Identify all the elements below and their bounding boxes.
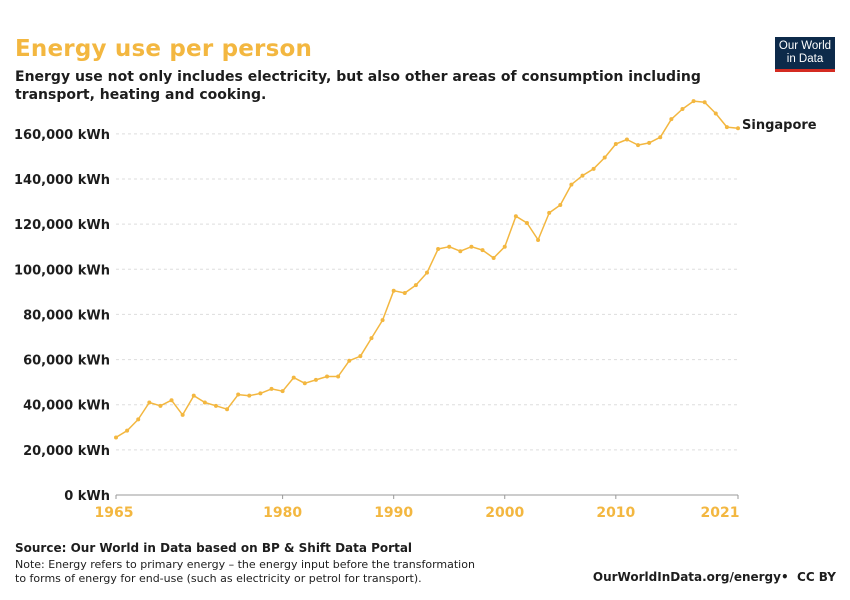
data-point[interactable] — [513, 214, 518, 219]
y-tick-label: 140,000 kWh — [14, 173, 110, 188]
y-tick-label: 0 kWh — [64, 489, 110, 504]
data-point[interactable] — [480, 248, 485, 253]
data-point[interactable] — [380, 318, 385, 323]
data-point[interactable] — [280, 389, 285, 394]
data-point[interactable] — [358, 354, 363, 359]
data-point[interactable] — [391, 288, 396, 293]
data-point[interactable] — [236, 392, 241, 397]
data-point[interactable] — [136, 417, 141, 422]
data-point[interactable] — [425, 270, 429, 275]
data-point[interactable] — [702, 100, 707, 105]
data-point[interactable] — [180, 412, 185, 417]
data-point[interactable] — [347, 358, 352, 363]
logo-line-2: in Data — [786, 53, 824, 65]
data-point[interactable] — [269, 386, 274, 391]
data-point[interactable] — [658, 135, 663, 140]
data-point[interactable] — [736, 126, 740, 131]
data-point[interactable] — [147, 400, 152, 405]
logo-line-1: Our World — [778, 40, 832, 52]
series-label[interactable]: Singapore — [742, 118, 817, 133]
data-point[interactable] — [624, 137, 629, 142]
source-text: Source: Our World in Data based on BP & … — [15, 541, 413, 555]
data-point[interactable] — [413, 283, 418, 288]
x-tick-label: 1990 — [374, 505, 413, 521]
data-point[interactable] — [402, 290, 407, 295]
note-text: Note: Energy refers to primary energy – … — [15, 558, 475, 585]
y-tick-label: 20,000 kWh — [23, 444, 110, 459]
credit-url[interactable]: OurWorldInData.org/energy — [592, 570, 781, 584]
x-tick-label: 1965 — [95, 505, 134, 521]
data-point[interactable] — [125, 428, 130, 433]
data-point[interactable] — [158, 403, 163, 408]
data-point[interactable] — [247, 393, 252, 398]
data-point[interactable] — [591, 166, 596, 171]
data-point[interactable] — [558, 202, 563, 207]
y-axis-ticks: 0 kWh 20,000 kWh 40,000 kWh 60,000 kWh 80,00… — [14, 128, 110, 504]
credit-line: OurWorldInData.org/energy• CC BY — [592, 570, 836, 584]
data-point[interactable] — [536, 237, 541, 242]
data-point[interactable] — [436, 246, 441, 251]
data-point[interactable] — [369, 336, 374, 341]
data-point[interactable] — [291, 375, 296, 380]
data-point[interactable] — [469, 244, 474, 249]
y-tick-label: 80,000 kWh — [23, 308, 110, 323]
data-point[interactable] — [225, 407, 230, 412]
data-point[interactable] — [336, 374, 341, 379]
grid-lines — [116, 133, 738, 451]
data-point[interactable] — [114, 435, 118, 440]
y-tick-label: 60,000 kWh — [23, 354, 110, 369]
data-point[interactable] — [724, 125, 729, 130]
x-tick-label: 1980 — [263, 505, 302, 521]
x-tick-label: 2021 — [701, 505, 740, 521]
data-point[interactable] — [169, 398, 174, 403]
chart-subtitle: Energy use not only includes electricity… — [15, 69, 701, 103]
x-tick-label: 2000 — [485, 505, 524, 521]
data-point[interactable] — [502, 244, 507, 249]
data-point[interactable] — [191, 393, 196, 398]
data-point[interactable] — [447, 244, 452, 249]
chart-title: Energy use per person — [15, 36, 313, 62]
data-point[interactable] — [613, 142, 618, 147]
series-layer: Singapore — [114, 99, 817, 440]
data-point[interactable] — [302, 381, 307, 386]
data-point[interactable] — [491, 256, 496, 260]
y-tick-label: 100,000 kWh — [14, 263, 110, 278]
data-point[interactable] — [325, 374, 330, 379]
data-point[interactable] — [313, 377, 318, 382]
data-point[interactable] — [213, 403, 218, 408]
data-point[interactable] — [691, 99, 696, 104]
x-axis-ticks: 1965 1980 1990 2000 2010 2021 — [95, 494, 740, 521]
data-point[interactable] — [202, 400, 207, 405]
data-point[interactable] — [524, 221, 529, 226]
license-text[interactable]: CC BY — [797, 570, 836, 584]
data-point[interactable] — [713, 111, 718, 116]
owid-logo[interactable]: Our World in Data — [775, 37, 835, 72]
data-point[interactable] — [636, 143, 641, 148]
data-point[interactable] — [580, 173, 585, 178]
data-point[interactable] — [602, 155, 607, 160]
x-tick-label: 2010 — [596, 505, 635, 521]
data-point[interactable] — [547, 210, 552, 215]
data-point[interactable] — [680, 107, 685, 112]
data-point[interactable] — [669, 117, 674, 122]
data-point[interactable] — [258, 391, 263, 396]
data-point[interactable] — [647, 140, 652, 145]
data-point[interactable] — [458, 249, 463, 254]
y-tick-label: 40,000 kWh — [23, 399, 110, 414]
data-point[interactable] — [569, 182, 574, 187]
y-tick-label: 120,000 kWh — [14, 218, 110, 233]
y-tick-label: 160,000 kWh — [14, 128, 110, 143]
